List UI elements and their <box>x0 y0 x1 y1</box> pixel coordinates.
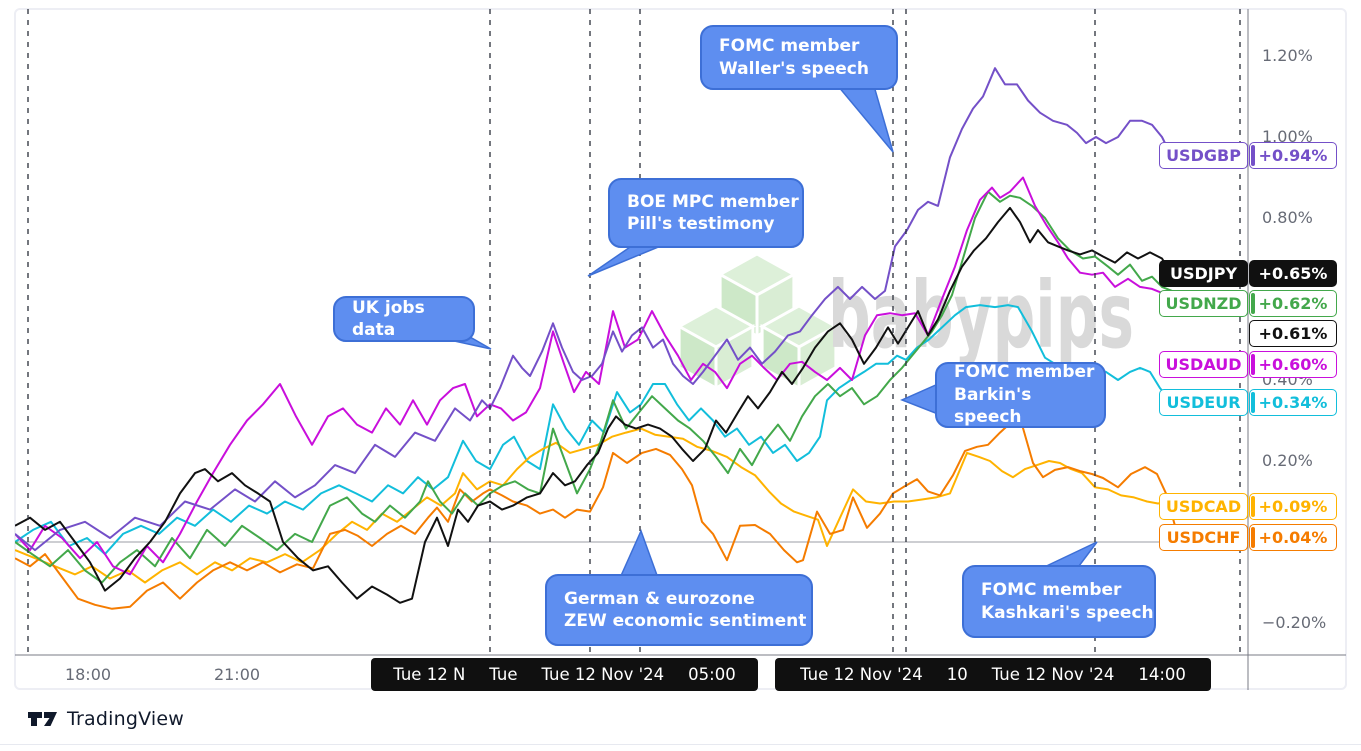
event-time-text: 10 <box>946 665 968 684</box>
series-axis-marker <box>1251 526 1255 548</box>
series-line-USDJPY <box>15 206 1173 604</box>
series-line-USDAUD <box>15 176 1173 576</box>
pair-name-text: USDCAD <box>1165 496 1242 516</box>
event-time-badge[interactable]: Tue 12 N Tue Tue 12 Nov '24 05:00 <box>371 658 758 691</box>
callout-text-line: Pill's testimony <box>627 214 775 234</box>
price-value-text: +0.61% <box>1258 323 1328 343</box>
pair-name-text: USDGBP <box>1166 145 1241 165</box>
pair-name-text: USDJPY <box>1169 263 1238 283</box>
series-line-USDEUR <box>15 304 1173 556</box>
callout-tail-zew <box>618 528 660 579</box>
series-axis-marker <box>1251 495 1255 517</box>
price-value-badge[interactable]: +0.60% <box>1249 350 1337 378</box>
pair-name-text: USDEUR <box>1166 392 1241 412</box>
price-value-badge[interactable]: +0.65% <box>1249 259 1337 287</box>
price-value-badge[interactable]: +0.34% <box>1249 388 1337 416</box>
callout-uk-jobs[interactable]: UK jobs data <box>333 296 475 342</box>
event-time-text: 14:00 <box>1138 665 1186 684</box>
callout-waller[interactable]: FOMC member Waller's speech <box>700 25 898 90</box>
price-value-text: +0.94% <box>1258 145 1328 165</box>
series-axis-marker <box>1251 144 1255 166</box>
price-value-text: +0.60% <box>1258 354 1328 374</box>
callout-text-line: Waller's speech <box>719 58 869 79</box>
pair-name-text: USDCHF <box>1166 527 1241 547</box>
price-label-USDJPY[interactable]: USDJPY <box>1159 259 1248 287</box>
time-tick-label: 21:00 <box>213 665 261 684</box>
callout-kashkari[interactable]: FOMC member Kashkari's speech <box>962 565 1156 638</box>
callout-tail-waller <box>836 85 894 153</box>
price-value-text: +0.09% <box>1258 496 1328 516</box>
chart-footer: TradingView <box>28 708 184 730</box>
svg-text:babypips: babypips <box>828 262 1134 369</box>
price-value-badge[interactable]: +0.61% <box>1249 319 1337 347</box>
price-value-badge[interactable]: +0.62% <box>1249 289 1337 317</box>
series-axis-marker <box>1251 391 1255 413</box>
pair-name-text: USDAUD <box>1165 354 1242 374</box>
callout-tail-barkin <box>900 382 939 416</box>
price-tick-label: 1.20% <box>1262 46 1313 65</box>
callout-text-line: Barkin's speech <box>954 384 1032 428</box>
price-label-USDCAD[interactable]: USDCAD <box>1159 492 1248 520</box>
series-line-USDCAD <box>15 427 1176 584</box>
callout-text-line: ZEW economic sentiment <box>564 611 807 631</box>
series-line-USDGBP <box>15 67 1173 552</box>
price-label-USDCHF[interactable]: USDCHF <box>1159 523 1248 551</box>
price-value-text: +0.34% <box>1258 392 1328 412</box>
callout-pill[interactable]: BOE MPC member Pill's testimony <box>608 178 804 248</box>
time-tick-label: 18:00 <box>64 665 112 684</box>
series-axis-marker <box>1251 353 1255 375</box>
callout-text-line: FOMC member <box>719 36 860 57</box>
event-time-text: Tue 12 Nov '24 <box>991 665 1115 684</box>
callout-text-line: FOMC member <box>954 362 1095 383</box>
price-value-text: +0.65% <box>1258 263 1328 283</box>
callout-text-line: BOE MPC member <box>627 191 799 212</box>
tradingview-logo-text[interactable]: TradingView <box>67 708 184 730</box>
pair-name-text: USDNZD <box>1165 293 1242 313</box>
event-time-text: Tue 12 Nov '24 <box>541 665 665 684</box>
price-value-badge[interactable]: +0.09% <box>1249 492 1337 520</box>
price-label-USDNZD[interactable]: USDNZD <box>1159 289 1248 317</box>
price-tick-label: 0.20% <box>1262 451 1313 470</box>
event-time-badge[interactable]: Tue 12 Nov '24 10 Tue 12 Nov '24 14:00 <box>775 658 1211 691</box>
price-label-USDAUD[interactable]: USDAUD <box>1159 350 1248 378</box>
price-label-USDGBP[interactable]: USDGBP <box>1159 141 1248 169</box>
price-value-badge[interactable]: +0.04% <box>1249 523 1337 551</box>
callout-text-line: Kashkari's speech <box>981 602 1154 623</box>
event-time-text: Tue <box>489 665 518 684</box>
callout-text-line: FOMC member <box>981 580 1122 601</box>
callout-zew[interactable]: German & eurozone ZEW economic sentiment <box>545 574 813 646</box>
series-axis-marker <box>1251 292 1255 314</box>
tradingview-logo-icon[interactable] <box>28 711 58 727</box>
callout-barkin[interactable]: FOMC member Barkin's speech <box>935 362 1106 428</box>
price-label-USDEUR[interactable]: USDEUR <box>1159 388 1248 416</box>
event-time-text: Tue 12 Nov '24 <box>800 665 923 684</box>
page-divider <box>0 744 1361 745</box>
series-line-USDCHF <box>15 421 1176 610</box>
event-time-text: 05:00 <box>688 665 736 684</box>
price-value-text: +0.62% <box>1258 293 1328 313</box>
callout-text-line: UK jobs data <box>352 297 425 340</box>
callout-text-line: German & eurozone <box>564 588 755 609</box>
price-value-badge[interactable]: +0.94% <box>1249 141 1337 169</box>
price-value-text: +0.04% <box>1258 527 1328 547</box>
series-line-USDNZD <box>15 190 1173 584</box>
price-tick-label: −0.20% <box>1262 613 1327 632</box>
price-tick-label: 0.80% <box>1262 208 1313 227</box>
event-time-text: Tue 12 N <box>393 665 466 684</box>
price-tick-label: 1.00% <box>1262 127 1313 146</box>
